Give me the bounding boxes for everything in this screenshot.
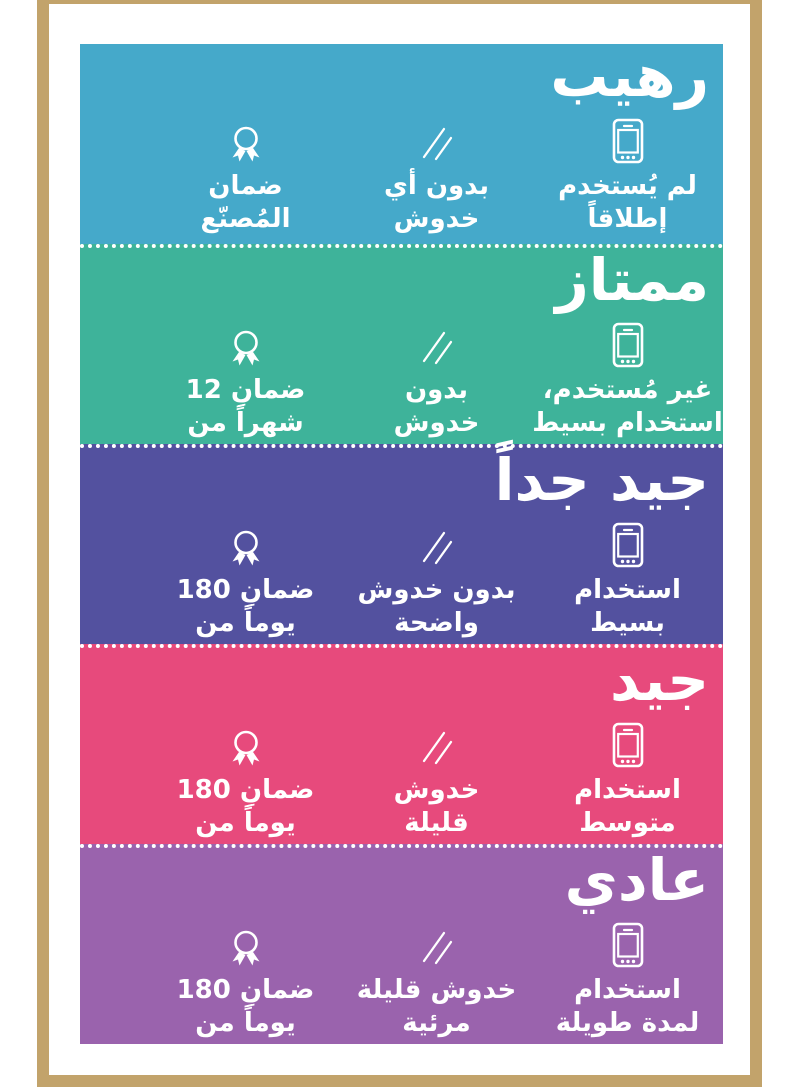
medal-icon [224, 112, 268, 164]
scratches-line-1: خدوش قليلة [356, 975, 517, 1005]
usage-line-1: استخدام [574, 575, 681, 605]
usage-line-2: متوسط [579, 808, 676, 838]
medal-icon [224, 916, 268, 968]
warranty-line-1: ضمانِ 180 [176, 575, 315, 605]
usage-line-2: استخدام بسيط [532, 408, 723, 438]
usage-column: استخدام لمدة طويلة [532, 916, 723, 1040]
usage-column: استخدام بسيط [532, 516, 723, 640]
grade-band-raheeb: رهيب لم يُستخدم إطلاقاً بدون أي خدوش ضما… [80, 44, 723, 244]
grade-band-jayyid: جيد استخدام متوسط خدوش قليلة ضمانِ 180 ي… [80, 644, 723, 844]
scratches-line-1: خدوش [393, 775, 480, 805]
phone-icon [611, 516, 645, 568]
scratches-column: بدون خدوش [341, 316, 532, 440]
medal-icon [224, 516, 268, 568]
scratches-line-1: بدون أي [384, 171, 489, 201]
scratches-line-1: بدون خدوش [357, 575, 516, 605]
usage-line-1: لم يُستخدم [558, 171, 697, 201]
warranty-column: ضمانِ 180 يوماً من [150, 916, 341, 1040]
medal-icon [224, 716, 268, 768]
gold-frame [37, 0, 762, 1087]
usage-column: غير مُستخدم، استخدام بسيط [532, 316, 723, 440]
warranty-line-1: ضمانِ 12 [185, 375, 306, 405]
usage-line-1: استخدام [574, 975, 681, 1005]
scratches-icon [417, 716, 457, 768]
scratches-line-2: خدوش [393, 408, 480, 438]
usage-column: استخدام متوسط [532, 716, 723, 840]
band-title: ممتاز [555, 246, 709, 314]
phone-icon [611, 716, 645, 768]
usage-column: لم يُستخدم إطلاقاً [532, 112, 723, 236]
scratches-line-2: خدوش [393, 204, 480, 234]
phone-icon [611, 112, 645, 164]
warranty-line-1: ضمانِ 180 [176, 975, 315, 1005]
scratches-column: خدوش قليلة [341, 716, 532, 840]
grade-band-jayyid-jiddan: جيد جداً استخدام بسيط بدون خدوش واضحة ضم… [80, 444, 723, 644]
band-title: جيد جداً [494, 446, 709, 514]
usage-line-1: غير مُستخدم، [542, 375, 713, 405]
usage-line-1: استخدام [574, 775, 681, 805]
warranty-line-1: ضمانِ 180 [176, 775, 315, 805]
usage-line-2: إطلاقاً [587, 204, 668, 234]
warranty-line-1: ضمان [208, 171, 283, 201]
scratches-icon [417, 112, 457, 164]
band-columns: لم يُستخدم إطلاقاً بدون أي خدوش ضمان الم… [80, 112, 723, 236]
usage-line-2: بسيط [590, 608, 665, 638]
warranty-column: ضمانِ 12 شهراً من [150, 316, 341, 440]
warranty-column: ضمانِ 180 يوماً من [150, 516, 341, 640]
warranty-column: ضمان المُصنّع [150, 112, 341, 236]
grade-bands: رهيب لم يُستخدم إطلاقاً بدون أي خدوش ضما… [80, 44, 723, 1044]
warranty-column: ضمانِ 180 يوماً من [150, 716, 341, 840]
warranty-line-2: يوماً من [195, 608, 296, 638]
band-columns: استخدام متوسط خدوش قليلة ضمانِ 180 يوماً… [80, 716, 723, 840]
usage-line-2: لمدة طويلة [555, 1008, 700, 1038]
scratches-column: بدون خدوش واضحة [341, 516, 532, 640]
band-title: عادي [564, 846, 709, 914]
scratches-line-2: مرئية [402, 1008, 471, 1038]
warranty-line-2: يوماً من [195, 1008, 296, 1038]
scratches-column: خدوش قليلة مرئية [341, 916, 532, 1040]
band-columns: غير مُستخدم، استخدام بسيط بدون خدوش ضمان… [80, 316, 723, 440]
scratches-icon [417, 316, 457, 368]
band-title: جيد [610, 646, 709, 714]
warranty-line-2: شهراً من [187, 408, 304, 438]
scratches-column: بدون أي خدوش [341, 112, 532, 236]
scratches-line-2: قليلة [404, 808, 469, 838]
band-columns: استخدام لمدة طويلة خدوش قليلة مرئية ضمان… [80, 916, 723, 1040]
grade-band-momtaz: ممتاز غير مُستخدم، استخدام بسيط بدون خدو… [80, 244, 723, 444]
scratches-icon [417, 916, 457, 968]
band-columns: استخدام بسيط بدون خدوش واضحة ضمانِ 180 ي… [80, 516, 723, 640]
warranty-line-2: المُصنّع [200, 204, 291, 234]
scratches-line-2: واضحة [394, 608, 479, 638]
phone-icon [611, 316, 645, 368]
warranty-line-2: يوماً من [195, 808, 296, 838]
scratches-line-1: بدون [404, 375, 469, 405]
grade-band-adi: عادي استخدام لمدة طويلة خدوش قليلة مرئية… [80, 844, 723, 1044]
band-title: رهيب [550, 42, 709, 110]
scratches-icon [417, 516, 457, 568]
phone-icon [611, 916, 645, 968]
medal-icon [224, 316, 268, 368]
